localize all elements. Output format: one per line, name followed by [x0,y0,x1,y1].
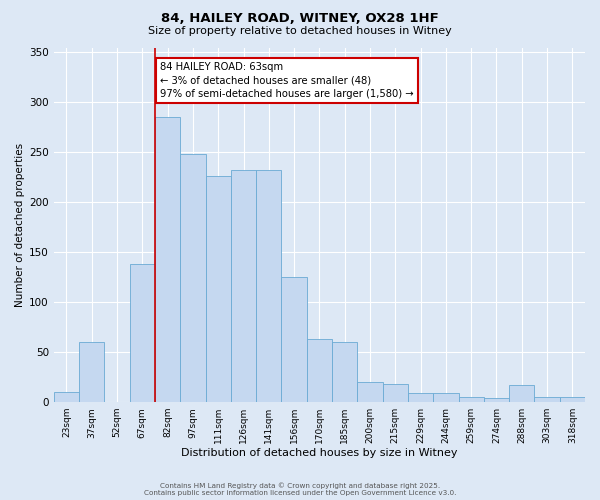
Bar [79,342,104,402]
Bar [206,176,231,402]
Bar [231,170,256,402]
Text: Size of property relative to detached houses in Witney: Size of property relative to detached ho… [148,26,452,36]
Bar [560,397,585,402]
Bar [433,393,458,402]
Text: 84 HAILEY ROAD: 63sqm
← 3% of detached houses are smaller (48)
97% of semi-detac: 84 HAILEY ROAD: 63sqm ← 3% of detached h… [160,62,413,99]
Bar [130,264,155,402]
Bar [180,154,206,402]
Bar [509,385,535,402]
Bar [484,398,509,402]
Bar [307,339,332,402]
Bar [383,384,408,402]
Bar [54,392,79,402]
Y-axis label: Number of detached properties: Number of detached properties [15,142,25,307]
Bar [458,397,484,402]
Bar [535,397,560,402]
Text: 84, HAILEY ROAD, WITNEY, OX28 1HF: 84, HAILEY ROAD, WITNEY, OX28 1HF [161,12,439,26]
X-axis label: Distribution of detached houses by size in Witney: Distribution of detached houses by size … [181,448,458,458]
Bar [408,393,433,402]
Bar [358,382,383,402]
Bar [155,118,180,402]
Bar [332,342,358,402]
Bar [256,170,281,402]
Text: Contains public sector information licensed under the Open Government Licence v3: Contains public sector information licen… [144,490,456,496]
Text: Contains HM Land Registry data © Crown copyright and database right 2025.: Contains HM Land Registry data © Crown c… [160,482,440,489]
Bar [281,277,307,402]
